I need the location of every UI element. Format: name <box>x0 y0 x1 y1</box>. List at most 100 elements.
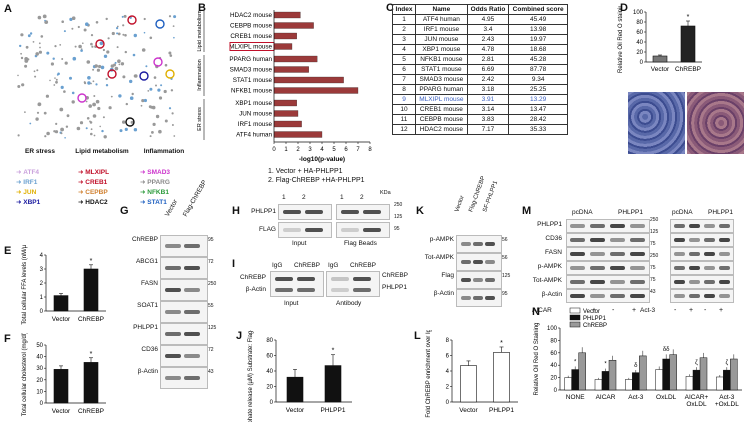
network-node <box>69 17 73 21</box>
table-cell: 12 <box>391 124 417 135</box>
legend-item: ➜ ATF4 <box>16 168 39 176</box>
blot-band <box>610 252 625 256</box>
panel-b-label: B <box>198 2 206 14</box>
network-node <box>102 48 105 52</box>
network-node <box>141 99 145 103</box>
legend-group-title: ER stress <box>25 148 55 155</box>
network-node <box>99 41 104 46</box>
network-node <box>24 57 29 61</box>
significance-mark: * <box>574 359 577 365</box>
significance-mark: ζ <box>695 360 698 366</box>
blot-band <box>590 252 605 256</box>
blot-strip <box>566 289 650 303</box>
network-node <box>20 52 22 55</box>
category-label: XBP1 mouse <box>235 100 272 107</box>
blot-row-label: Tot-AMPK <box>424 254 454 261</box>
significance-mark: * <box>332 348 335 355</box>
y-tick-label: 20 <box>36 378 43 384</box>
kda-marker: 95 <box>208 237 214 243</box>
treatment-sign: - <box>612 307 615 314</box>
blot-band <box>297 277 315 281</box>
blot-band <box>704 280 715 284</box>
table-row: 11 CEBPB mouse 3.83 28.42 <box>391 114 568 125</box>
legend-arrow-icon: ➜ <box>16 169 24 176</box>
lane-number: 2 <box>360 194 364 201</box>
table-row: 5 NFKB1 mouse 2.81 45.28 <box>391 54 568 65</box>
table-cell: 13.29 <box>508 94 568 105</box>
lane-label: ChREBP <box>350 262 377 269</box>
network-node <box>92 68 95 71</box>
network-node <box>71 27 74 30</box>
blot-right-label: PHLPP1 <box>382 284 407 291</box>
treatment-sign: + <box>689 307 694 314</box>
network-node <box>168 51 172 55</box>
blot-strip <box>566 219 650 233</box>
table-row: 1 ATF4 human 4.95 45.49 <box>391 14 568 25</box>
network-node <box>64 137 66 139</box>
blot-band <box>184 354 200 358</box>
network-node <box>42 14 47 19</box>
network-node <box>64 61 68 65</box>
blot-right-label: ChREBP <box>382 272 409 279</box>
category-label: MLXIPL mouse <box>229 44 272 51</box>
network-node <box>158 129 162 134</box>
network-node <box>46 51 50 55</box>
table-header: Odds Ratio <box>466 4 510 15</box>
network-node <box>140 104 143 107</box>
network-node <box>27 34 31 38</box>
lane-label: Vector <box>454 194 466 213</box>
network-node <box>116 27 119 30</box>
network-node <box>147 90 150 92</box>
blot-row-label: FASN <box>545 249 562 256</box>
y-tick-label: 4 <box>446 369 450 375</box>
y-tick-label: 20 <box>550 376 557 382</box>
blot-strip <box>270 271 324 297</box>
table-header: Index <box>391 4 417 15</box>
legend-swatch <box>569 314 581 321</box>
network-node <box>74 45 77 48</box>
network-node <box>116 32 119 35</box>
network-node <box>124 34 127 37</box>
blot-band <box>331 277 349 281</box>
blot-band <box>704 266 715 270</box>
legend-item-label: STAT1 <box>147 199 167 206</box>
category-label: IRF1 mouse <box>238 121 273 128</box>
network-node <box>92 114 97 118</box>
panel-i-label: I <box>232 258 236 270</box>
chrebp-micrograph <box>687 92 744 154</box>
x-category-label: ChREBP <box>78 316 104 323</box>
y-tick-label: 3 <box>40 267 44 273</box>
kda-marker: 43 <box>650 289 656 295</box>
y-tick-label: 60 <box>636 30 643 36</box>
blot-strip <box>160 235 208 257</box>
x-tick-label: 3 <box>308 147 312 153</box>
network-node <box>172 25 175 27</box>
blot-strip <box>336 204 390 220</box>
bar <box>662 358 670 391</box>
blot-strip <box>670 289 734 303</box>
blot-band <box>184 266 200 270</box>
panel-n-label: N <box>532 306 540 318</box>
network-node <box>171 124 174 126</box>
table-cell: 4.95 <box>466 14 510 25</box>
bar <box>601 371 610 391</box>
network-node <box>33 70 36 73</box>
network-node <box>125 102 128 106</box>
blot-row-label: β-Actin <box>137 368 158 375</box>
blot-strip <box>160 345 208 367</box>
network-node <box>36 111 40 114</box>
table-cell: CEBPB mouse <box>415 114 468 125</box>
y-tick-label: 60 <box>266 354 273 360</box>
network-node <box>35 52 39 56</box>
blot-band <box>719 252 730 256</box>
y-tick-label: 0 <box>640 60 644 66</box>
significance-mark: * <box>90 351 93 358</box>
blot-row-label: PHLPP1 <box>251 208 276 215</box>
highlight-ring <box>77 93 87 103</box>
y-tick-label: 30 <box>36 366 43 372</box>
network-node <box>117 59 121 63</box>
blot-band <box>165 310 181 314</box>
network-node <box>93 134 96 137</box>
x-category-label: AICAR+ <box>685 394 709 401</box>
blot-band <box>184 288 200 292</box>
